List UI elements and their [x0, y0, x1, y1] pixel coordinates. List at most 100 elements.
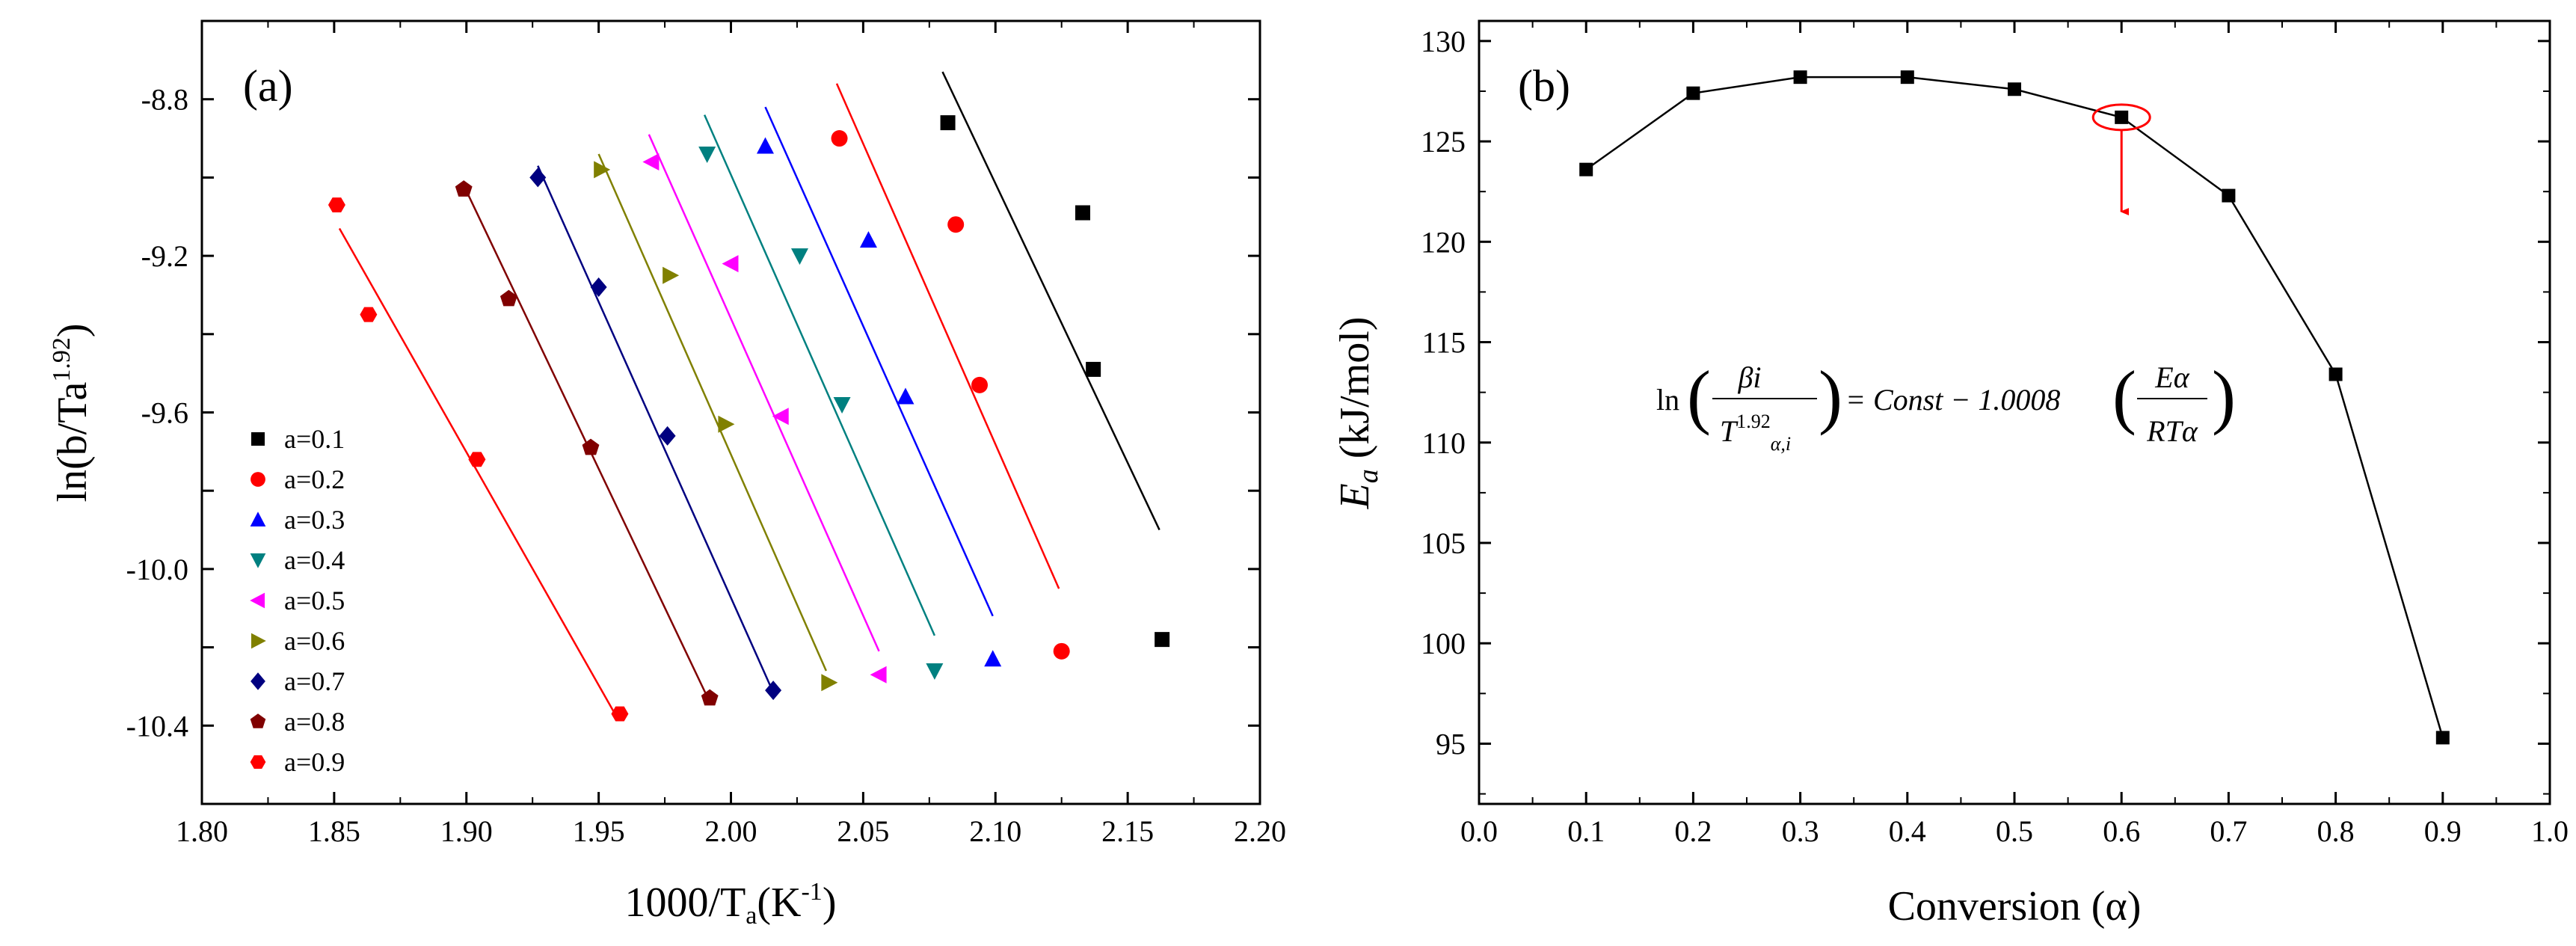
- fit-line-a-0.4: [703, 114, 936, 636]
- panel-b-y-tick-label: 105: [1421, 526, 1466, 560]
- legend-label: a=0.7: [284, 666, 345, 696]
- legend-label: a=0.9: [284, 747, 345, 777]
- svg-text:Eα: Eα: [2154, 360, 2189, 394]
- panel-b-ticks: 0.0 0.1 0.2 0.3 0.4 0.5 0.6 0.7 0.8 0.9 1.0 95 100 10…: [1421, 21, 2569, 848]
- data-point-a-0.8: [701, 689, 719, 706]
- legend-label: a=0.6: [284, 626, 345, 656]
- ea-data-point: [2328, 367, 2343, 381]
- data-point-a-0.4: [790, 248, 808, 265]
- panel-b-y-tick-label: 100: [1421, 627, 1466, 660]
- panel-a-x-tick-label: 1.80: [176, 814, 228, 848]
- legend-marker-a-0.7: [250, 672, 265, 690]
- eq-right-paren-2: ): [2212, 356, 2236, 436]
- fit-line-a-0.6: [597, 153, 827, 672]
- svg-text:= Const − 1.0008: = Const − 1.0008: [1845, 383, 2060, 417]
- panel-a-y-tick-label: -9.2: [141, 239, 188, 273]
- panel-b-y-tick-label: 120: [1421, 225, 1466, 259]
- legend-marker-a-0.1: [251, 432, 265, 446]
- panel-b-x-tick-label: 0.3: [1782, 814, 1819, 848]
- panel-b-y-tick-label: 130: [1421, 25, 1466, 58]
- panel-b-x-tick-label: 0.8: [2317, 814, 2355, 848]
- data-point-a-0.5: [870, 666, 887, 684]
- data-point-a-0.9: [468, 452, 486, 467]
- fit-line-a-0.2: [835, 83, 1060, 589]
- panel-a-x-tick-label: 2.00: [705, 814, 757, 848]
- data-point-a-0.2: [1053, 642, 1070, 660]
- panel-a-x-tick-label: 1.95: [573, 814, 625, 848]
- data-point-a-0.9: [328, 197, 345, 213]
- panel-b-x-tick-label: 0.9: [2424, 814, 2462, 848]
- data-point-a-0.7: [765, 681, 782, 701]
- legend-marker-a-0.4: [250, 553, 266, 568]
- data-point-a-0.5: [772, 408, 789, 426]
- panel-a-x-tick-label: 2.05: [837, 814, 889, 848]
- ea-data-point: [1686, 86, 1700, 100]
- panel-a-x-tick-label: 2.15: [1101, 814, 1154, 848]
- panel-a-y-axis-title: ln(b/Ta1.92): [48, 323, 96, 502]
- legend-marker-a-0.2: [250, 472, 265, 487]
- data-point-a-0.7: [659, 426, 676, 446]
- fit-line-a-0.9: [338, 227, 618, 719]
- panel-a-y-tick-label: -8.8: [141, 83, 188, 117]
- panel-a-plot-frame: [200, 19, 1261, 805]
- data-point-a-0.4: [926, 663, 944, 681]
- legend-marker-a-0.9: [250, 755, 266, 769]
- data-point-a-0.4: [833, 397, 851, 414]
- ea-data-point: [2222, 188, 2236, 203]
- ea-data-point: [1900, 70, 1914, 85]
- ea-data-point: [1579, 162, 1593, 176]
- data-point-a-0.3: [859, 231, 877, 248]
- fit-line-a-0.5: [648, 134, 880, 652]
- eq-left-paren-1: (: [1687, 356, 1711, 436]
- ea-data-point: [1793, 70, 1807, 85]
- panel-a-legend: a=0.1 a=0.2 a=0.3 a=0.4 a=0.5 a=0.6 a=0.7 a=0.8…: [250, 424, 345, 777]
- data-point-a-0.2: [947, 216, 965, 233]
- legend-marker-a-0.6: [251, 633, 266, 649]
- data-point-a-0.6: [821, 674, 838, 692]
- data-point-a-0.6: [718, 415, 735, 433]
- panel-a-y-tick-label: -9.6: [141, 396, 188, 430]
- data-point-a-0.1: [1155, 632, 1170, 648]
- svg-text:ln: ln: [1656, 383, 1679, 417]
- panel-b-x-tick-label: 0.4: [1889, 814, 1926, 848]
- panel-b: 0.0 0.1 0.2 0.3 0.4 0.5 0.6 0.7 0.8 0.9 1.0 95 100 10…: [1332, 19, 2569, 930]
- legend-label: a=0.4: [284, 545, 345, 575]
- panel-b-x-tick-label: 0.1: [1567, 814, 1605, 848]
- legend-label: a=0.3: [284, 505, 345, 535]
- panel-a-y-tick-label: -10.4: [126, 709, 188, 743]
- panel-b-x-axis-title: Conversion (α): [1888, 883, 2142, 930]
- panel-b-y-tick-label: 95: [1436, 727, 1466, 761]
- panel-a-data-points: [328, 115, 1170, 722]
- panel-b-x-tick-label: 0.0: [1460, 814, 1498, 848]
- eq-right-paren-1: ): [1819, 356, 1842, 436]
- panel-b-x-tick-label: 0.2: [1674, 814, 1712, 848]
- svg-text:RTα: RTα: [2146, 414, 2198, 448]
- data-point-a-0.5: [722, 255, 739, 273]
- data-point-a-0.8: [499, 289, 517, 307]
- panel-a-x-axis-title: 1000/Ta(K-1): [625, 878, 837, 930]
- data-point-a-0.8: [455, 180, 473, 197]
- data-point-a-0.3: [756, 137, 774, 154]
- panel-a-x-tick-label: 1.90: [440, 814, 493, 848]
- legend-label: a=0.1: [284, 424, 345, 454]
- svg-text:T1.92α,i: T1.92α,i: [1720, 411, 1791, 455]
- data-point-a-0.6: [594, 161, 611, 179]
- panel-a-y-tick-label: -10.0: [126, 553, 188, 586]
- panel-b-highlight: [2091, 103, 2151, 216]
- legend-marker-a-0.8: [250, 713, 266, 728]
- panel-b-y-tick-label: 125: [1421, 125, 1466, 159]
- data-point-a-0.3: [897, 387, 914, 405]
- legend-label: a=0.2: [284, 464, 345, 494]
- data-point-a-0.9: [611, 706, 629, 722]
- svg-text:βi: βi: [1737, 360, 1761, 394]
- data-point-a-0.2: [971, 376, 989, 393]
- panel-a-label: (a): [243, 61, 293, 111]
- data-point-a-0.6: [663, 266, 680, 284]
- fit-line-a-0.1: [941, 71, 1161, 531]
- panel-a-x-tick-label: 2.20: [1234, 814, 1286, 848]
- eq-left-paren-2: (: [2112, 356, 2136, 436]
- panel-a-x-tick-label: 2.10: [969, 814, 1021, 848]
- legend-marker-a-0.5: [250, 592, 265, 609]
- legend-label: a=0.8: [284, 707, 345, 737]
